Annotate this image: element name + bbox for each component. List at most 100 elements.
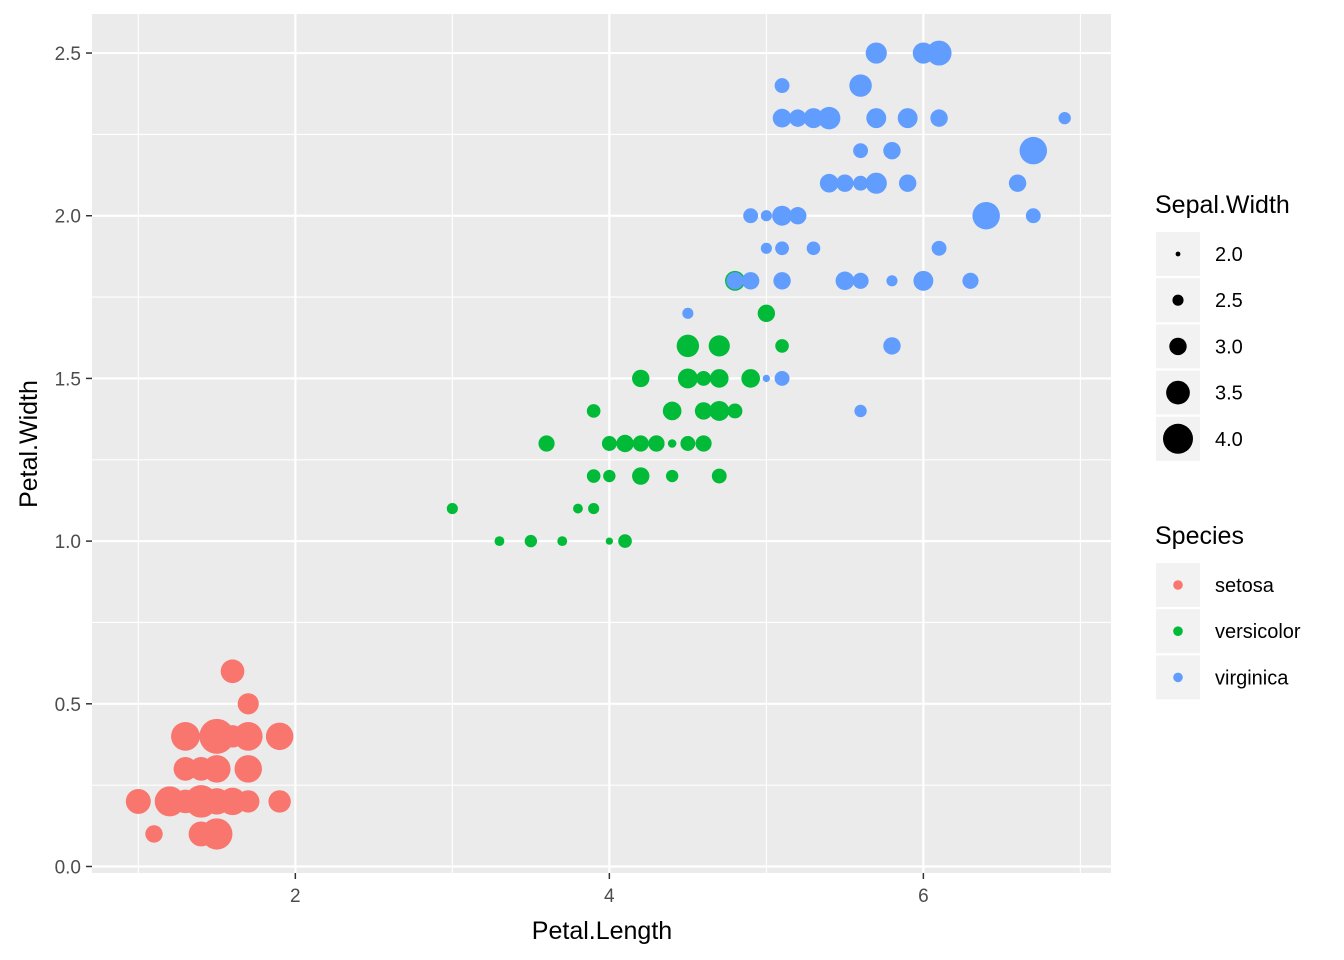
data-point-virginica bbox=[836, 174, 854, 192]
data-point-setosa bbox=[145, 825, 163, 843]
size-legend: Sepal.Width 2.0 2.5 3.0 3.5 4.0 bbox=[1155, 191, 1290, 461]
data-point-virginica bbox=[741, 272, 760, 290]
color-legend-label: versicolor bbox=[1215, 621, 1301, 643]
data-point-versicolor bbox=[708, 335, 730, 357]
data-point-versicolor bbox=[695, 435, 712, 452]
data-point-versicolor bbox=[573, 503, 583, 514]
data-point-versicolor bbox=[538, 435, 555, 452]
data-point-virginica bbox=[883, 337, 901, 355]
size-legend-label: 4.0 bbox=[1215, 429, 1243, 451]
series-setosa bbox=[125, 659, 294, 850]
data-point-versicolor bbox=[709, 369, 729, 388]
data-point-setosa bbox=[192, 760, 210, 778]
data-point-setosa bbox=[175, 791, 196, 812]
data-point-versicolor bbox=[632, 467, 650, 485]
data-point-virginica bbox=[773, 272, 791, 290]
data-point-virginica bbox=[806, 241, 821, 256]
data-point-virginica bbox=[854, 404, 867, 418]
data-point-setosa bbox=[234, 755, 262, 783]
data-point-versicolor bbox=[775, 339, 789, 353]
data-point-virginica bbox=[1058, 111, 1071, 125]
data-point-virginica bbox=[743, 208, 759, 224]
size-legend-symbol bbox=[1169, 337, 1187, 356]
data-point-virginica bbox=[853, 143, 869, 159]
data-point-virginica bbox=[774, 370, 790, 386]
data-point-virginica bbox=[803, 108, 824, 129]
data-point-virginica bbox=[1019, 136, 1048, 165]
y-tick-label: 2.5 bbox=[55, 44, 81, 65]
data-point-versicolor bbox=[727, 403, 743, 419]
data-point-virginica bbox=[962, 272, 979, 289]
size-legend-label: 3.0 bbox=[1215, 336, 1243, 358]
data-point-versicolor bbox=[605, 537, 614, 545]
data-point-virginica bbox=[789, 207, 807, 225]
data-point-virginica bbox=[835, 271, 855, 291]
data-point-virginica bbox=[772, 108, 792, 128]
data-point-virginica bbox=[913, 270, 934, 291]
data-point-versicolor bbox=[524, 534, 538, 548]
size-legend-symbol bbox=[1172, 294, 1184, 306]
data-point-virginica bbox=[853, 175, 869, 191]
color-legend: Species setosa versicolor virginica bbox=[1155, 522, 1301, 700]
data-point-versicolor bbox=[618, 534, 632, 548]
data-point-virginica bbox=[760, 210, 772, 222]
data-point-virginica bbox=[817, 106, 841, 130]
data-point-versicolor bbox=[586, 469, 601, 483]
data-point-versicolor bbox=[663, 402, 681, 420]
data-point-versicolor bbox=[617, 436, 633, 451]
color-legend-symbol-virginica bbox=[1173, 672, 1183, 683]
data-point-virginica bbox=[930, 109, 948, 127]
x-axis-title: Petal.Length bbox=[532, 917, 672, 945]
data-point-virginica bbox=[926, 40, 952, 66]
data-point-virginica bbox=[726, 272, 744, 290]
data-point-versicolor bbox=[557, 536, 568, 547]
data-point-versicolor bbox=[603, 437, 615, 450]
data-point-virginica bbox=[898, 174, 917, 192]
x-tick-label: 2 bbox=[290, 886, 301, 907]
y-tick-label: 0.5 bbox=[55, 695, 81, 716]
data-point-virginica bbox=[1008, 174, 1027, 192]
size-legend-symbol bbox=[1166, 380, 1190, 405]
data-point-setosa bbox=[125, 788, 151, 814]
data-point-versicolor bbox=[648, 435, 665, 452]
data-point-virginica bbox=[972, 201, 1000, 230]
y-tick-label: 0.0 bbox=[55, 857, 81, 878]
data-point-versicolor bbox=[603, 469, 616, 483]
data-point-setosa bbox=[171, 721, 200, 751]
data-point-virginica bbox=[851, 76, 870, 95]
data-point-versicolor bbox=[632, 369, 650, 388]
minor-gridlines bbox=[92, 14, 1111, 873]
data-point-versicolor bbox=[711, 468, 727, 484]
color-legend-label: virginica bbox=[1215, 667, 1289, 689]
series-virginica bbox=[682, 40, 1071, 418]
data-point-virginica bbox=[762, 374, 771, 383]
data-point-setosa bbox=[188, 821, 214, 847]
y-tick-label: 2.0 bbox=[55, 207, 81, 228]
data-point-versicolor bbox=[757, 304, 776, 323]
data-point-virginica bbox=[883, 141, 901, 160]
x-axis: 2 4 6 bbox=[290, 873, 929, 907]
data-point-virginica bbox=[866, 108, 887, 129]
x-tick-label: 6 bbox=[918, 886, 929, 907]
data-point-versicolor bbox=[667, 439, 677, 448]
data-point-versicolor bbox=[711, 402, 728, 420]
data-point-versicolor bbox=[679, 369, 697, 388]
data-point-versicolor bbox=[586, 404, 601, 418]
data-point-virginica bbox=[886, 275, 898, 287]
data-point-setosa bbox=[190, 790, 212, 813]
data-point-virginica bbox=[1025, 208, 1041, 224]
data-point-setosa bbox=[203, 788, 230, 815]
data-point-virginica bbox=[760, 242, 772, 254]
color-legend-symbol-setosa bbox=[1173, 580, 1183, 590]
data-point-virginica bbox=[931, 240, 947, 256]
data-point-versicolor bbox=[665, 469, 679, 483]
data-points bbox=[125, 40, 1071, 850]
data-point-setosa bbox=[237, 693, 259, 715]
data-point-versicolor bbox=[495, 536, 504, 546]
data-point-setosa bbox=[181, 764, 190, 774]
data-point-virginica bbox=[789, 109, 807, 127]
color-legend-symbol-versicolor bbox=[1173, 626, 1183, 636]
data-point-versicolor bbox=[446, 503, 458, 515]
color-legend-label: setosa bbox=[1215, 575, 1275, 597]
data-point-virginica bbox=[682, 307, 694, 319]
